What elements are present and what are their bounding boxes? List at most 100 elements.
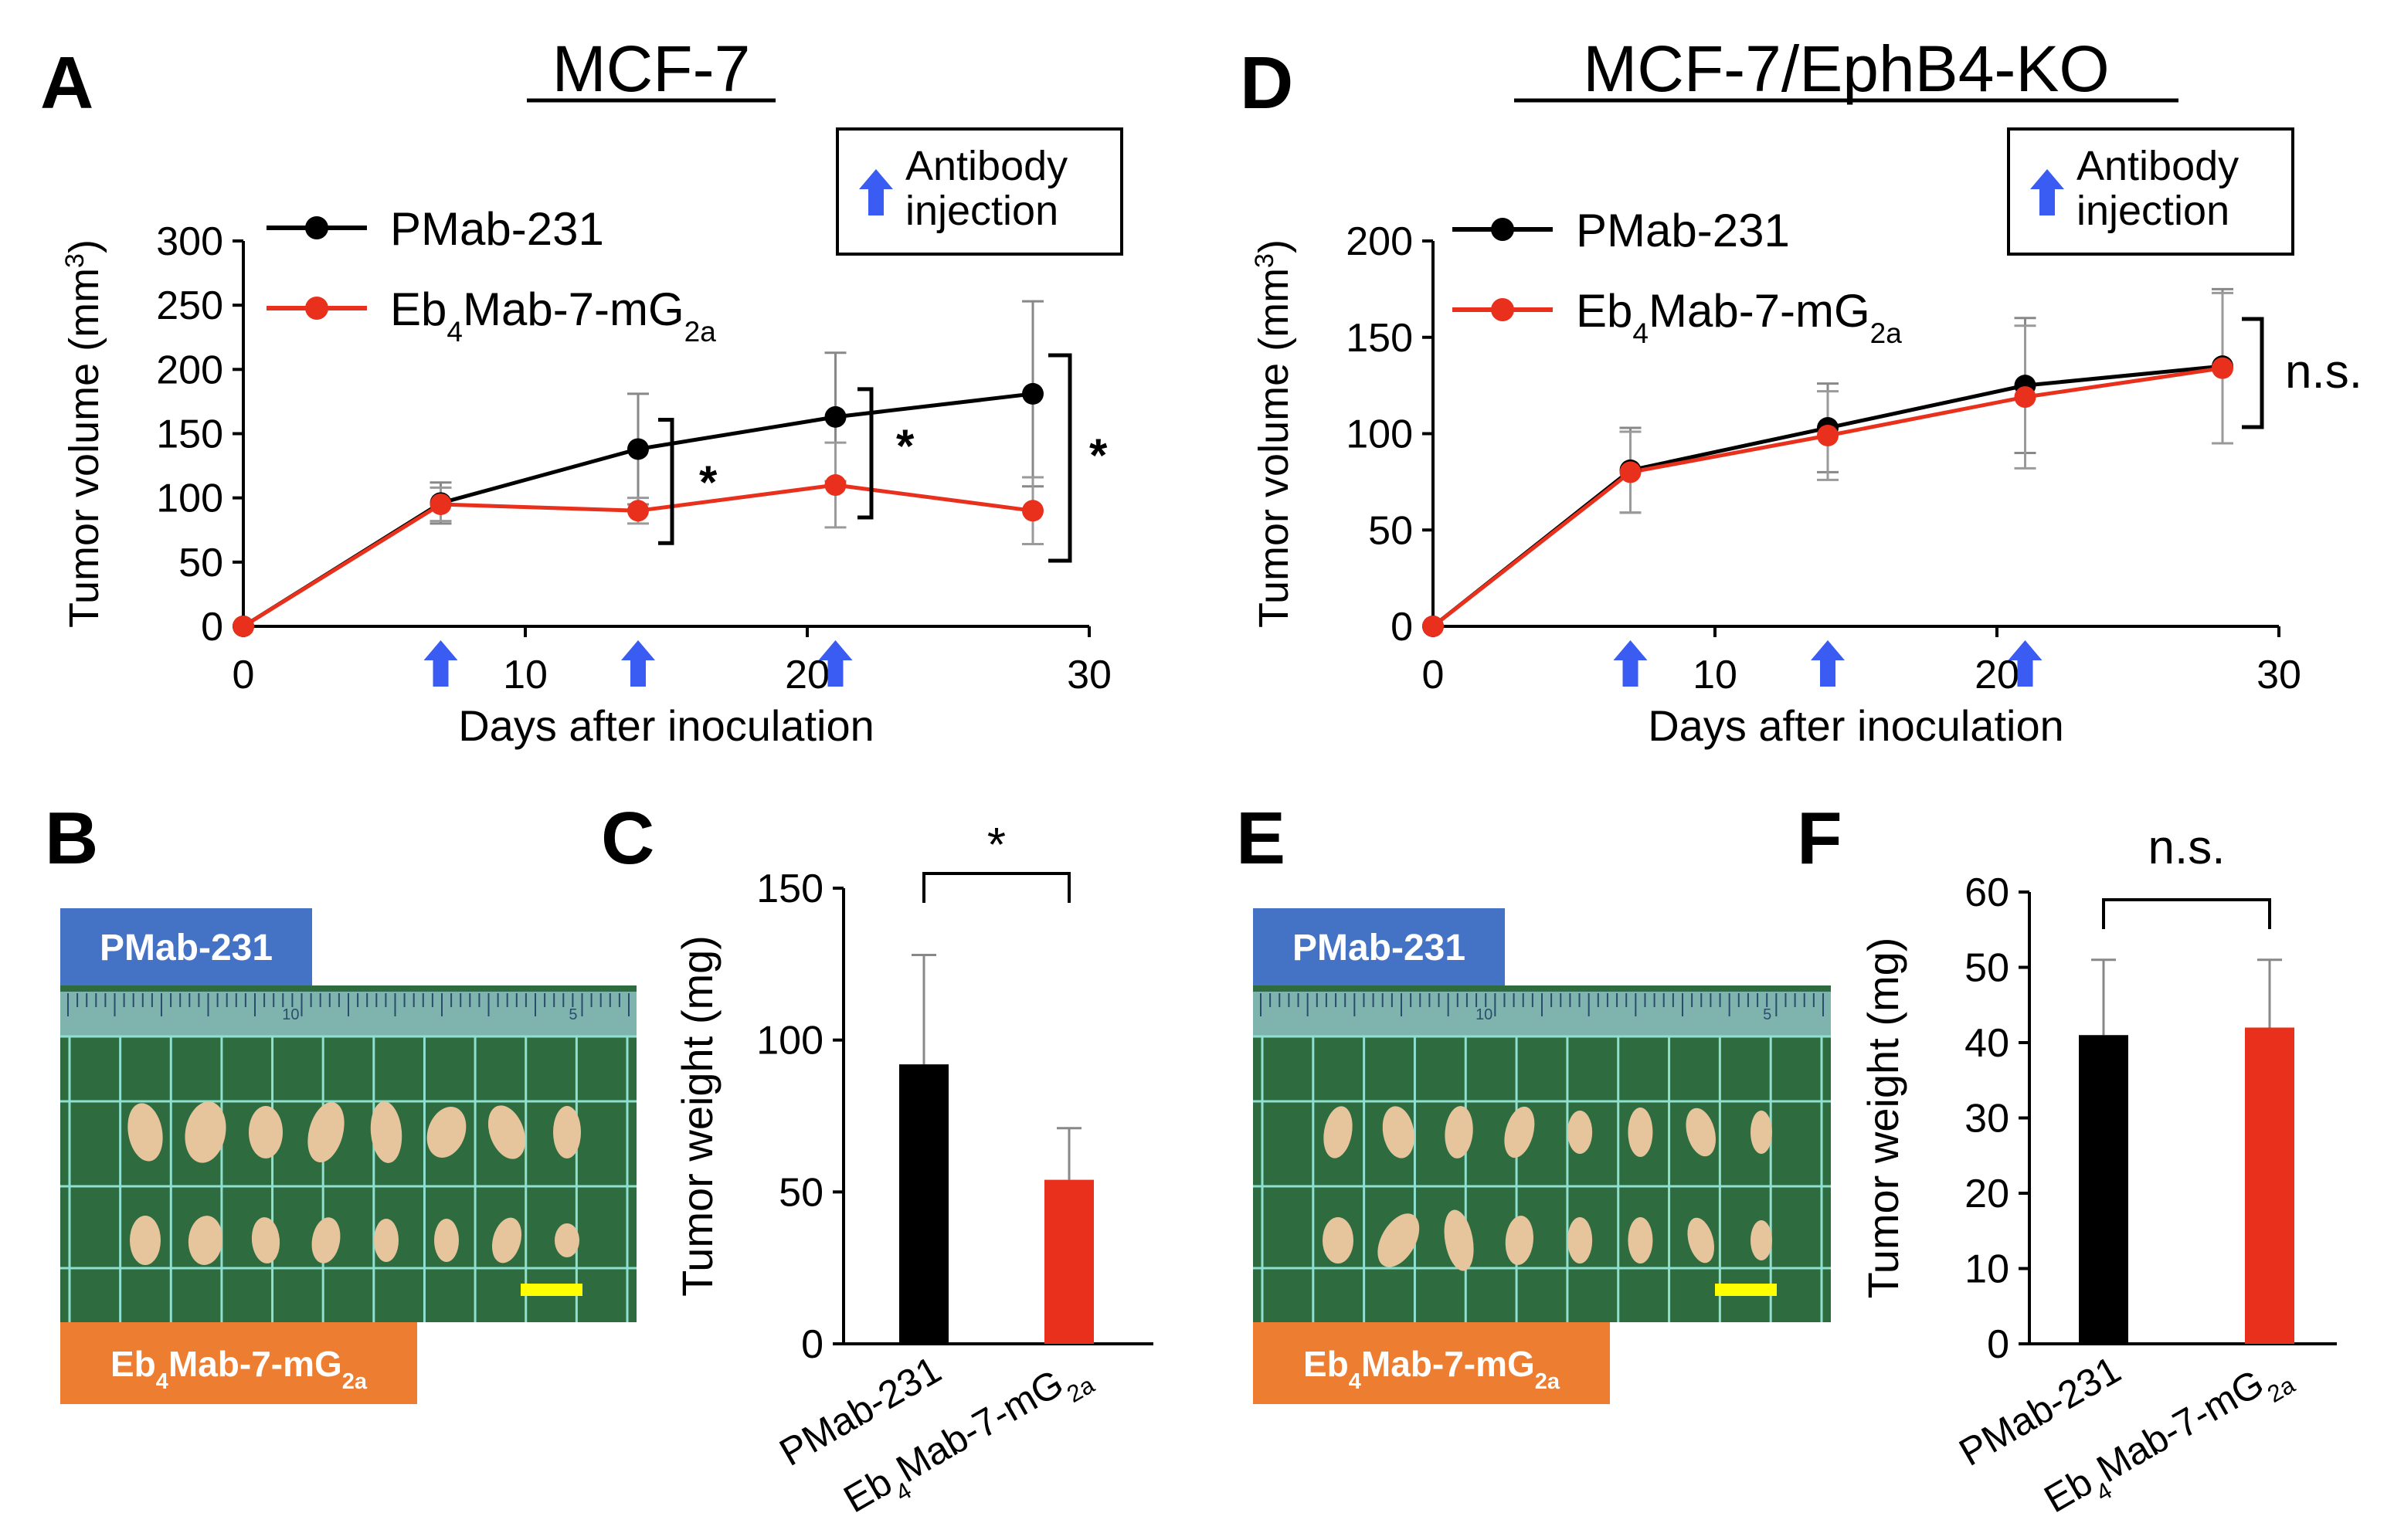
scale-bar	[521, 1284, 582, 1296]
tumor	[188, 1216, 223, 1265]
panel-letter-c: C	[601, 797, 654, 880]
y-tick-label: 50	[1964, 946, 2009, 991]
legend-box-line1: Antibody	[905, 143, 1068, 189]
x-tick-label: 0	[233, 653, 255, 697]
tumor	[426, 1107, 467, 1158]
x-axis-label: Days after inoculation	[1648, 701, 2064, 750]
legend-label-eb4mab-7-mg2a: Eb4Mab-7-mG2a	[1576, 285, 1902, 349]
tumor	[434, 1219, 459, 1262]
x-tick-label: 30	[2256, 653, 2301, 697]
legend-box-line2: injection	[905, 188, 1058, 234]
tumor	[130, 1216, 161, 1265]
panel-letter-b: B	[45, 797, 98, 880]
x-tick-label: 10	[503, 653, 548, 697]
tumor	[1382, 1106, 1414, 1158]
ruler-mark: 10	[282, 1006, 299, 1023]
data-point	[627, 438, 649, 460]
injection-arrow-icon	[621, 640, 655, 687]
tumor	[1751, 1220, 1772, 1260]
tumor	[251, 1217, 280, 1264]
tumor	[553, 1106, 581, 1158]
label-pmab-231: PMab-231	[100, 928, 273, 968]
tumor	[1628, 1108, 1653, 1157]
tumor	[1323, 1217, 1353, 1264]
data-point	[1022, 500, 1044, 522]
significance-mark: *	[987, 819, 1006, 872]
significance-mark: n.s.	[2285, 345, 2362, 399]
scale-bar	[1715, 1284, 1777, 1296]
y-tick-label: 0	[1391, 605, 1413, 650]
category-label: Eb4Mab-7-mG2a	[837, 1348, 1099, 1530]
ruler-mark: 5	[1763, 1006, 1771, 1023]
y-axis-label: Tumor volume (mm3)	[60, 239, 107, 628]
legend-marker	[305, 297, 328, 320]
tumor	[1444, 1209, 1474, 1271]
y-tick-label: 100	[756, 1019, 823, 1063]
significance-mark: *	[699, 456, 718, 508]
data-point	[233, 616, 254, 637]
legend: PMab-231 Eb4Mab-7-mG2a	[1452, 205, 1902, 349]
y-tick-label: 60	[1964, 870, 2009, 915]
legend-box-frame	[836, 127, 1123, 256]
significance-bracket	[2102, 898, 2271, 929]
injection-arrow-icon	[2008, 640, 2043, 687]
y-axis-label: Tumor volume (mm3)	[1250, 239, 1297, 628]
bar-pmab-231	[899, 1064, 949, 1344]
legend-arrow-icon	[2030, 169, 2064, 215]
data-point	[2014, 386, 2036, 409]
data-point	[627, 500, 649, 522]
legend-label-eb4mab-7-mg2a: Eb4Mab-7-mG2a	[390, 283, 716, 348]
series-eb4mab-7-mg2a	[430, 441, 1044, 546]
y-tick-label: 150	[156, 412, 223, 457]
panel-letter-a: A	[40, 42, 93, 124]
tumor	[1445, 1106, 1473, 1158]
data-point	[1022, 382, 1044, 405]
panel-title-a: MCF-7	[552, 32, 751, 105]
x-axis-label: Days after inoculation	[458, 701, 874, 750]
y-tick-label: 200	[156, 348, 223, 392]
x-tick-label: 10	[1693, 653, 1737, 697]
significance-bracket	[2242, 317, 2264, 429]
label-eb4mab-7-mg2a: Eb4Mab-7-mG2a	[1303, 1344, 1560, 1394]
x-tick-label: 30	[1067, 653, 1112, 697]
photo-panel-b: PMab-231 10 5 Eb4Mab-7-mG2a	[60, 908, 637, 1404]
y-tick-label: 0	[1987, 1322, 2009, 1367]
y-tick-label: 0	[801, 1322, 823, 1367]
tumor	[185, 1101, 226, 1163]
tumor	[1323, 1106, 1353, 1158]
y-tick-label: 150	[756, 867, 823, 911]
panel-letter-f: F	[1797, 797, 1842, 880]
y-tick-label: 20	[1964, 1172, 2009, 1216]
y-tick-label: 0	[201, 605, 223, 650]
tumor	[1567, 1217, 1593, 1264]
bar-pmab-231	[2079, 1035, 2128, 1344]
legend-marker	[1491, 218, 1514, 241]
y-tick-label: 40	[1964, 1021, 2009, 1066]
legend-box-frame	[2007, 127, 2294, 256]
label-box-pmab-231	[1253, 908, 1505, 985]
tumor	[491, 1217, 522, 1264]
label-box-eb4mab-7-mg2a	[1253, 1322, 1610, 1404]
label-eb4mab-7-mg2a: Eb4Mab-7-mG2a	[110, 1344, 368, 1394]
data-point	[1817, 424, 1839, 446]
tumor	[1377, 1213, 1420, 1267]
photo-panel-e: PMab-231 10 5 Eb4Mab-7-mG2a	[1253, 908, 1831, 1404]
y-tick-label: 200	[1346, 219, 1413, 264]
data-point	[1422, 616, 1444, 637]
y-tick-label: 50	[178, 541, 223, 585]
y-tick-label: 50	[779, 1170, 823, 1215]
tumor	[311, 1217, 341, 1264]
y-tick-label: 150	[1346, 316, 1413, 361]
y-tick-label: 100	[1346, 412, 1413, 457]
label-pmab-231: PMab-231	[1292, 928, 1465, 968]
board-background	[1253, 985, 1831, 1322]
ruler-mark: 5	[569, 1006, 577, 1023]
significance-bracket	[857, 387, 874, 520]
tumor-photo: 10 5	[60, 985, 637, 1322]
